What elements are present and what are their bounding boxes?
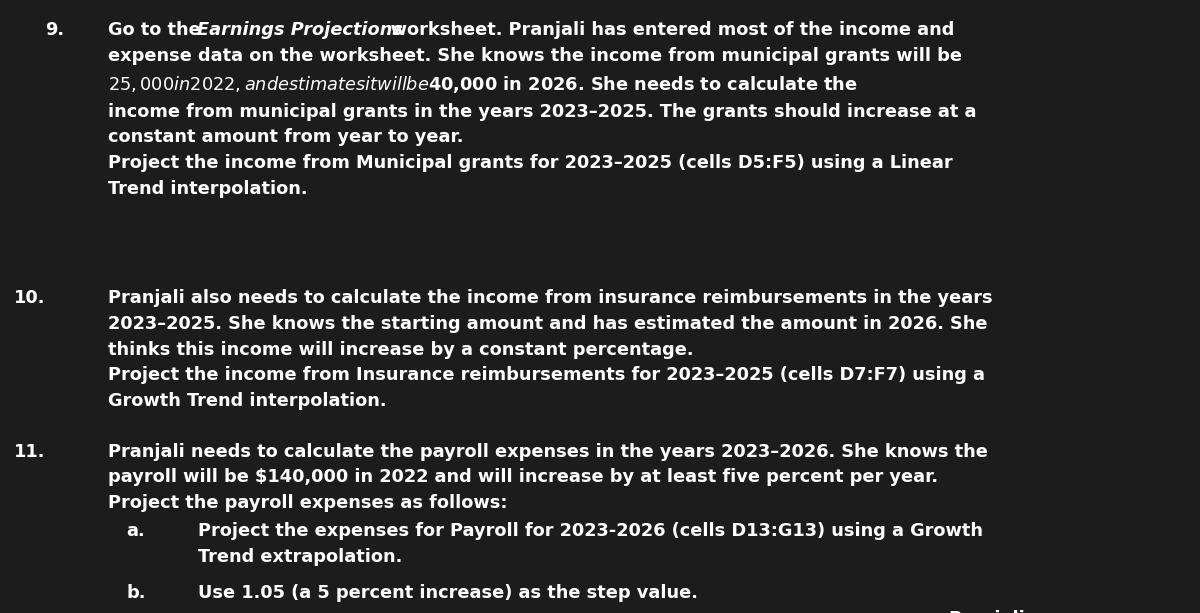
Text: a.: a. [126,522,145,540]
Text: 10.: 10. [14,289,46,307]
Text: b.: b. [126,584,145,601]
Text: Go to the                               worksheet. Pranjali has entered most of : Go to the worksheet. Pranjali has entere… [108,21,977,198]
Text: Pranjali: Pranjali [948,610,1025,613]
Text: Pranjali also needs to calculate the income from insurance reimbursements in the: Pranjali also needs to calculate the inc… [108,289,992,410]
Text: 11.: 11. [14,443,46,460]
Text: Project the expenses for Payroll for 2023-2026 (cells D13:G13) using a Growth
Tr: Project the expenses for Payroll for 202… [198,522,983,566]
Text: Earnings Projections: Earnings Projections [197,21,403,39]
Text: Pranjali needs to calculate the payroll expenses in the years 2023–2026. She kno: Pranjali needs to calculate the payroll … [108,443,988,512]
Text: Use 1.05 (a 5 percent increase) as the step value.: Use 1.05 (a 5 percent increase) as the s… [198,584,698,601]
Text: 9.: 9. [46,21,65,39]
